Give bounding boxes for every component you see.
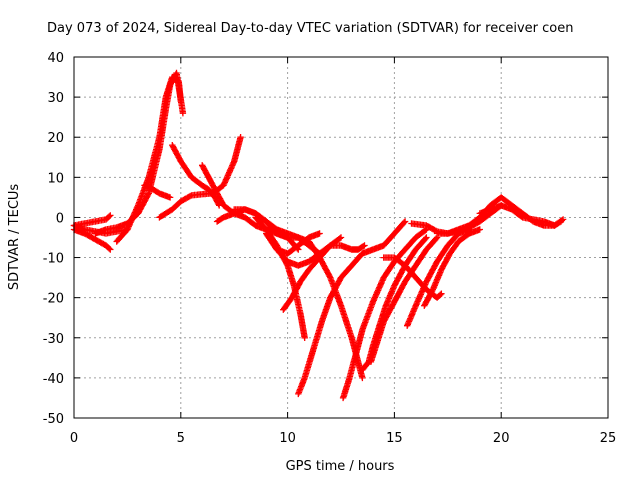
x-tick-label: 5 [177,431,185,446]
y-tick-label: -20 [43,292,64,307]
y-axis-label: SDTVAR / TECUs [7,184,22,291]
chart-title: Day 073 of 2024, Sidereal Day-to-day VTE… [47,21,573,36]
series-arc-8 [169,142,223,209]
x-axis-label: GPS time / hours [286,459,395,474]
y-tick-label: 20 [47,131,64,146]
x-tick-label: 25 [600,431,617,446]
series-markers [295,218,409,398]
y-tick-label: -10 [43,252,64,267]
series-markers [433,194,565,237]
series-arc-22 [421,226,483,309]
x-tick-label: 0 [70,431,78,446]
series-markers [156,134,244,221]
y-tick-label: 10 [47,171,64,186]
data-points [70,69,567,402]
series-arc-7 [156,134,244,221]
y-tick-label: 0 [56,211,64,226]
x-tick-label: 20 [493,431,510,446]
series-markers [113,73,184,245]
series-arc-6 [141,182,174,201]
y-tick-label: -50 [43,412,64,427]
series-markers [280,234,345,313]
series-markers [169,142,223,209]
series-markers [421,226,483,309]
y-tick-label: -30 [43,332,64,347]
x-tick-label: 15 [386,431,403,446]
series-arc-15 [280,234,345,313]
series-markers [476,202,567,229]
series-arc-24 [433,194,565,237]
axis-ticks: 0 5 10 15 20 25 -50 -40 -30 -20 -10 0 10 20 30 40 [43,51,617,446]
plot-frame [73,56,609,419]
y-tick-label: 30 [47,91,64,106]
series-markers [141,182,174,201]
series-arc-5 [113,73,184,245]
series-arc-16 [295,218,409,398]
x-tick-label: 10 [279,431,296,446]
y-tick-label: 40 [47,51,64,66]
y-tick-label: -40 [43,372,64,387]
series-arc-25 [476,202,567,229]
